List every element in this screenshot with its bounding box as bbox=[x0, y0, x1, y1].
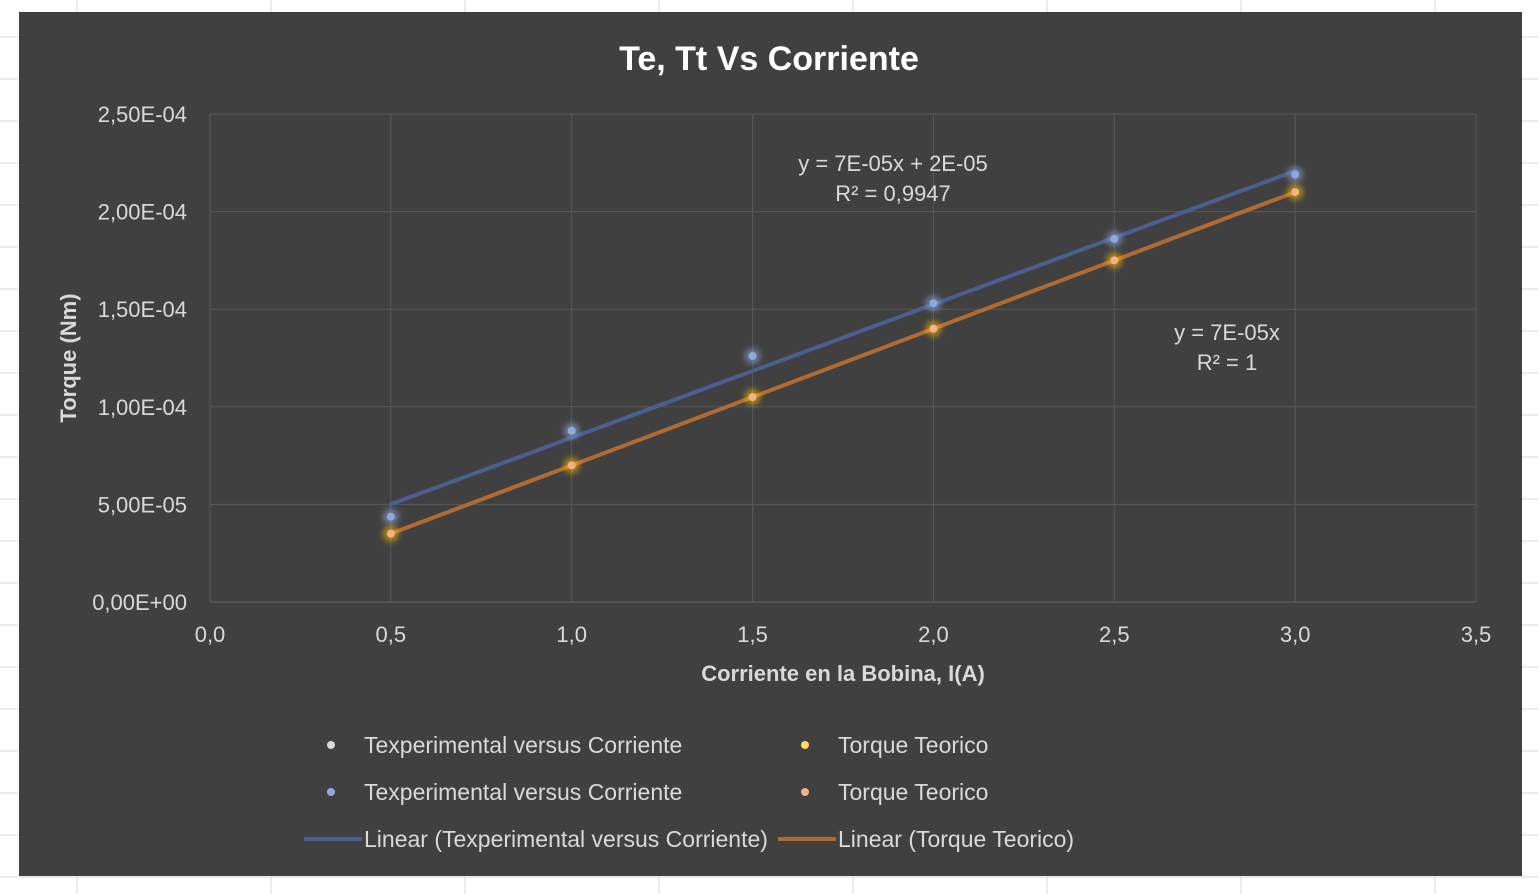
data-point[interactable] bbox=[1291, 170, 1300, 179]
data-point[interactable] bbox=[929, 324, 938, 333]
legend-entry[interactable]: Linear (Torque Teorico) bbox=[778, 826, 1074, 852]
legend-label: Linear (Texperimental versus Corriente) bbox=[364, 826, 768, 852]
chart-title: Te, Tt Vs Corriente bbox=[619, 40, 919, 78]
trendline-equations: y = 7E-05x + 2E-05 R² = 0,9947 y = 7E-05x R… bbox=[798, 151, 1280, 375]
trendlines bbox=[388, 168, 1298, 536]
y-tick-label: 1,50E-04 bbox=[98, 297, 187, 322]
x-tick-label: 3,5 bbox=[1461, 622, 1492, 647]
data-point[interactable] bbox=[748, 352, 757, 361]
data-point[interactable] bbox=[1291, 188, 1300, 197]
legend-label: Torque Teorico bbox=[838, 779, 988, 805]
legend-label: Torque Teorico bbox=[838, 732, 988, 758]
legend-label: Linear (Torque Teorico) bbox=[838, 826, 1074, 852]
data-points bbox=[382, 166, 1304, 542]
trendline-equation-line: y = 7E-05x bbox=[1174, 320, 1280, 345]
data-point[interactable] bbox=[929, 299, 938, 308]
legend-entry[interactable]: Linear (Texperimental versus Corriente) bbox=[304, 826, 768, 852]
x-axis-title: Corriente en la Bobina, I(A) bbox=[701, 661, 985, 686]
x-tick-label: 3,0 bbox=[1280, 622, 1311, 647]
trendline[interactable] bbox=[388, 168, 1298, 507]
legend-label: Texperimental versus Corriente bbox=[364, 779, 682, 805]
legend-marker bbox=[801, 788, 809, 796]
plot-gridlines bbox=[209, 113, 1477, 603]
x-tick-label: 2,0 bbox=[918, 622, 949, 647]
y-tick-labels: 0,00E+00 5,00E-05 1,00E-04 1,50E-04 2,00E-04… bbox=[92, 102, 187, 615]
x-tick-label: 1,5 bbox=[737, 622, 768, 647]
y-tick-label: 0,00E+00 bbox=[92, 590, 187, 615]
data-point[interactable] bbox=[567, 426, 576, 435]
trendline-equation-line: R² = 1 bbox=[1197, 350, 1258, 375]
x-tick-label: 2,5 bbox=[1099, 622, 1130, 647]
y-tick-label: 2,50E-04 bbox=[98, 102, 187, 127]
legend-label: Texperimental versus Corriente bbox=[364, 732, 682, 758]
trendline-equation-line: R² = 0,9947 bbox=[835, 181, 951, 206]
data-point[interactable] bbox=[1110, 234, 1119, 243]
x-tick-label: 0,0 bbox=[195, 622, 226, 647]
legend-entry[interactable]: Texperimental versus Corriente bbox=[327, 779, 682, 805]
x-tick-label: 0,5 bbox=[376, 622, 407, 647]
data-point[interactable] bbox=[748, 393, 757, 402]
data-point[interactable] bbox=[386, 512, 395, 521]
legend-entry[interactable]: Torque Teorico bbox=[801, 732, 988, 758]
chart-area[interactable] bbox=[19, 12, 1522, 876]
y-tick-label: 5,00E-05 bbox=[98, 492, 187, 517]
data-point[interactable] bbox=[567, 461, 576, 470]
trendline[interactable] bbox=[388, 190, 1298, 536]
y-tick-label: 1,00E-04 bbox=[98, 395, 187, 420]
legend-entry[interactable]: Torque Teorico bbox=[801, 779, 988, 805]
data-point[interactable] bbox=[1110, 256, 1119, 265]
legend-marker bbox=[327, 788, 335, 796]
y-tick-label: 2,00E-04 bbox=[98, 200, 187, 225]
y-axis-title: Torque (Nm) bbox=[56, 293, 81, 422]
legend-marker bbox=[327, 741, 335, 749]
legend[interactable]: Texperimental versus Corriente Torque Teo… bbox=[304, 732, 1074, 852]
legend-marker bbox=[801, 741, 809, 749]
data-point[interactable] bbox=[386, 529, 395, 538]
x-tick-label: 1,0 bbox=[556, 622, 587, 647]
trendline-equation-line: y = 7E-05x + 2E-05 bbox=[798, 151, 988, 176]
legend-entry[interactable]: Texperimental versus Corriente bbox=[327, 732, 682, 758]
x-tick-labels: 0,0 0,5 1,0 1,5 2,0 2,5 3,0 3,5 bbox=[195, 622, 1492, 647]
